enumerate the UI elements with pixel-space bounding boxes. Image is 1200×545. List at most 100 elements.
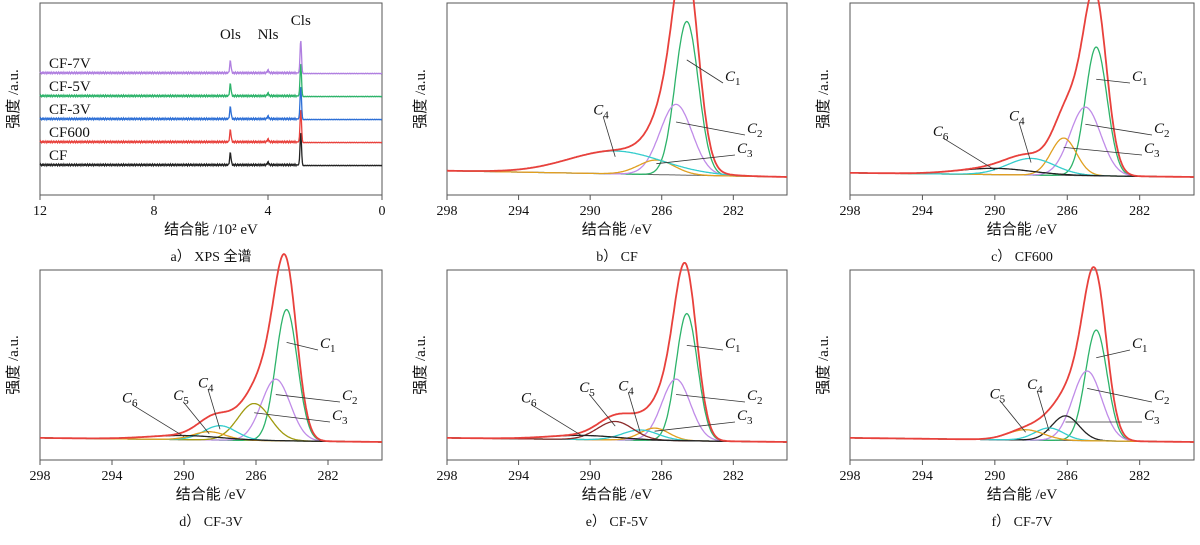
x-tick-label: 298 xyxy=(437,204,458,219)
series-line-cf-3v xyxy=(39,86,382,122)
plot-frame xyxy=(849,2,1195,196)
component-c1-line xyxy=(849,46,1194,178)
component-label-c5: C5 xyxy=(173,388,189,407)
x-tick-label: 294 xyxy=(508,204,529,219)
label-leader-line xyxy=(1085,123,1153,136)
label-leader-line xyxy=(275,394,341,403)
component-c1-line xyxy=(447,312,787,443)
component-c1-line xyxy=(447,20,787,178)
label-leader-line xyxy=(530,404,584,437)
x-tick-label: 290 xyxy=(984,469,1005,484)
panel-c-c1s: 298 294 290 286 282 结合能 /eV 强度 /a.u. c） CF600 C1… xyxy=(815,0,1195,265)
component-label-c4: C4 xyxy=(618,379,634,398)
component-label-c2: C2 xyxy=(1154,388,1170,407)
label-leader-line xyxy=(131,404,185,437)
component-label-c2: C2 xyxy=(747,388,763,407)
label-leader-line xyxy=(686,59,724,84)
x-tick-label: 12 xyxy=(33,204,47,219)
x-tick-label: 282 xyxy=(318,469,339,484)
component-label-c6: C6 xyxy=(122,391,138,410)
plot-frame xyxy=(446,2,788,196)
x-tick-label: 286 xyxy=(651,469,672,484)
component-label-c3: C3 xyxy=(1144,141,1160,160)
component-label-c6: C6 xyxy=(521,390,537,409)
series-label-cf-5v: CF-5V xyxy=(49,79,91,95)
label-leader-line xyxy=(286,342,319,351)
x-axis-title: 结合能 /eV xyxy=(987,221,1058,238)
x-axis-title: 结合能 /eV xyxy=(987,486,1058,503)
x-tick-label: 294 xyxy=(912,469,933,484)
x-tick-label: 0 xyxy=(379,204,386,219)
y-axis-title: 强度 /a.u. xyxy=(412,335,429,395)
component-c1-line xyxy=(40,308,382,443)
x-tick-label: 282 xyxy=(1129,204,1150,219)
panel-caption: e） CF-5V xyxy=(586,514,649,530)
component-c2-line xyxy=(850,370,1194,443)
component-label-c1: C1 xyxy=(725,336,741,355)
label-leader-line xyxy=(675,121,746,136)
x-tick-label: 298 xyxy=(840,204,861,219)
series-line-cf600 xyxy=(39,109,382,145)
series-label-cf600: CF600 xyxy=(49,125,90,141)
label-leader-line xyxy=(588,393,616,427)
component-label-c2: C2 xyxy=(747,121,763,140)
x-tick-label: 298 xyxy=(437,469,458,484)
peak-label-nls: Nls xyxy=(258,27,279,43)
peak-label-cls: Cls xyxy=(291,13,311,29)
x-tick-label: 294 xyxy=(508,469,529,484)
component-label-c1: C1 xyxy=(1132,69,1148,88)
label-leader-line xyxy=(1063,146,1143,156)
x-tick-label: 8 xyxy=(151,204,158,219)
label-leader-line xyxy=(1036,390,1050,432)
series-label-cf-3v: CF-3V xyxy=(49,102,91,118)
x-axis-title: 结合能 /eV xyxy=(582,221,653,238)
component-label-c1: C1 xyxy=(1132,336,1148,355)
component-label-c4: C4 xyxy=(1027,377,1043,396)
label-leader-line xyxy=(254,412,331,423)
series-line-cf-5v xyxy=(39,63,382,99)
x-tick-label: 298 xyxy=(30,469,51,484)
panel-a-survey: 12 8 4 0 结合能 /10² eV 强度 /a.u. a） XPS 全谱 CF CF600… xyxy=(5,2,386,265)
component-c3-line xyxy=(447,159,787,178)
panel-f-c1s: 298 294 290 286 282 结合能 /eV 强度 /a.u. f） CF-7V C1… xyxy=(815,266,1195,530)
component-label-c6: C6 xyxy=(933,124,949,143)
x-tick-label: 290 xyxy=(580,469,601,484)
label-leader-line xyxy=(1096,349,1131,359)
component-label-c3: C3 xyxy=(332,408,348,427)
component-label-c2: C2 xyxy=(1154,121,1170,140)
x-tick-label: 286 xyxy=(246,469,267,484)
plot-frame xyxy=(849,269,1195,461)
label-leader-line xyxy=(207,389,221,430)
x-tick-label: 282 xyxy=(723,204,744,219)
panel-caption: f） CF-7V xyxy=(991,514,1052,530)
x-tick-label: 290 xyxy=(174,469,195,484)
label-leader-line xyxy=(686,345,724,351)
x-tick-label: 286 xyxy=(651,204,672,219)
component-label-c3: C3 xyxy=(737,408,753,427)
x-tick-label: 282 xyxy=(1129,469,1150,484)
x-tick-label: 282 xyxy=(723,469,744,484)
label-leader-line xyxy=(656,154,736,165)
component-c3-line xyxy=(40,402,382,443)
panel-d-c1s: 298 294 290 286 282 结合能 /eV 强度 /a.u. d） CF-3V C1… xyxy=(5,253,383,530)
label-leader-line xyxy=(1096,78,1131,84)
y-axis-title: 强度 /a.u. xyxy=(5,335,22,395)
component-label-c5: C5 xyxy=(579,380,595,399)
label-leader-line xyxy=(182,401,210,435)
component-c3-line xyxy=(849,137,1194,178)
x-tick-label: 294 xyxy=(102,469,123,484)
component-label-c5: C5 xyxy=(990,386,1006,405)
panel-e-c1s: 298 294 290 286 282 结合能 /eV 强度 /a.u. e） CF-5V C1… xyxy=(412,262,788,530)
component-label-c4: C4 xyxy=(1009,109,1025,128)
panel-caption: b） CF xyxy=(596,249,638,265)
x-tick-label: 286 xyxy=(1057,204,1078,219)
x-tick-label: 286 xyxy=(1057,469,1078,484)
x-tick-label: 290 xyxy=(580,204,601,219)
panel-caption: a） XPS 全谱 xyxy=(171,248,252,265)
label-leader-line xyxy=(676,394,746,403)
component-c2-line xyxy=(447,378,787,443)
plot-frame xyxy=(39,269,383,461)
fit-envelope-line xyxy=(447,0,787,178)
